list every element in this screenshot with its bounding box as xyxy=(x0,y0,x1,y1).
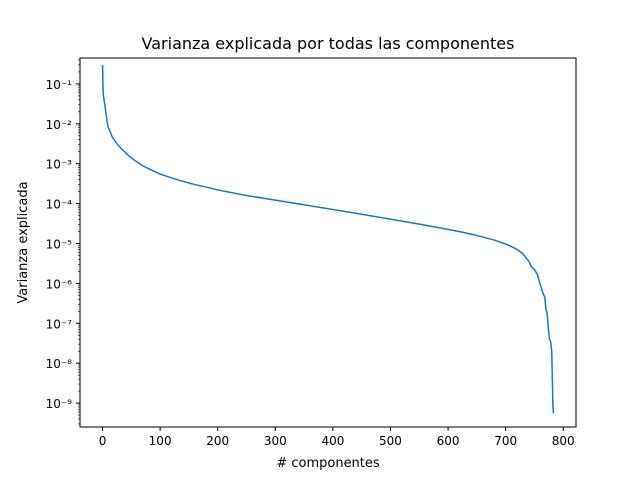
data-point xyxy=(102,64,103,65)
x-tick-label: 100 xyxy=(149,434,172,448)
data-point xyxy=(304,204,305,205)
data-point xyxy=(137,161,138,162)
data-point xyxy=(550,341,551,342)
data-point xyxy=(105,113,106,114)
data-point xyxy=(103,92,104,93)
data-point xyxy=(275,200,276,201)
data-point xyxy=(108,127,109,128)
chart-title: Varianza explicada por todas las compone… xyxy=(142,34,515,53)
x-tick-label: 200 xyxy=(206,434,229,448)
y-axis-label: Varianza explicada xyxy=(16,181,31,303)
data-point xyxy=(531,266,532,267)
data-point xyxy=(111,135,112,136)
data-point xyxy=(528,261,529,262)
x-tick-label: 600 xyxy=(437,434,460,448)
data-point xyxy=(104,104,105,105)
data-point xyxy=(548,327,549,328)
data-point xyxy=(505,243,506,244)
data-point xyxy=(482,236,483,237)
data-point xyxy=(142,165,143,166)
data-point xyxy=(390,219,391,220)
y-tick-label: 10⁻¹ xyxy=(46,78,73,92)
y-tick-label: 10⁻⁷ xyxy=(46,317,73,331)
series-line-variance xyxy=(101,64,555,414)
data-point xyxy=(194,184,195,185)
y-axis-ticks: 10⁻¹ 10⁻² 10⁻³ 10⁻⁴ 10⁻⁵ 10⁻⁶ 10⁻⁷ 10⁻⁸ 10⁻⁹ xyxy=(46,78,80,411)
data-point xyxy=(419,224,420,225)
data-point xyxy=(551,351,552,352)
data-point xyxy=(494,239,495,240)
y-axis-minor-ticks xyxy=(78,59,80,425)
x-axis-label: # componentes xyxy=(276,456,380,471)
data-point xyxy=(113,139,114,140)
data-point xyxy=(361,214,362,215)
data-point xyxy=(107,122,108,123)
data-point xyxy=(553,413,554,414)
data-point xyxy=(534,269,535,270)
y-tick-label: 10⁻⁸ xyxy=(46,357,73,371)
data-point xyxy=(517,249,518,250)
data-point xyxy=(511,246,512,247)
y-tick-label: 10⁻² xyxy=(46,118,73,132)
x-axis-ticks: 0 100 200 300 400 500 600 700 800 xyxy=(99,427,575,448)
data-points xyxy=(102,64,554,414)
data-point xyxy=(148,168,149,169)
x-tick-label: 300 xyxy=(264,434,287,448)
y-tick-label: 10⁻³ xyxy=(46,158,73,172)
data-point xyxy=(246,195,247,196)
data-point xyxy=(545,309,546,310)
x-tick-label: 0 xyxy=(99,434,107,448)
data-point xyxy=(131,157,132,158)
data-point xyxy=(447,229,448,230)
data-point xyxy=(544,297,545,298)
x-tick-label: 800 xyxy=(552,434,575,448)
data-point xyxy=(217,189,218,190)
data-point xyxy=(183,181,184,182)
data-point xyxy=(552,404,553,405)
y-tick-label: 10⁻⁵ xyxy=(46,237,73,251)
data-point xyxy=(171,177,172,178)
data-point xyxy=(471,234,472,235)
data-point xyxy=(119,147,120,148)
data-point xyxy=(459,231,460,232)
y-tick-label: 10⁻⁶ xyxy=(46,277,73,291)
data-point xyxy=(547,313,548,314)
y-tick-label: 10⁻⁹ xyxy=(46,397,73,411)
data-point xyxy=(160,173,161,174)
data-point xyxy=(122,149,123,150)
data-point xyxy=(332,209,333,210)
data-point xyxy=(540,284,541,285)
x-tick-label: 700 xyxy=(494,434,517,448)
data-point xyxy=(116,143,117,144)
plot-area-frame xyxy=(79,57,577,428)
data-point xyxy=(109,131,110,132)
y-tick-label: 10⁻⁴ xyxy=(46,198,73,212)
x-tick-label: 400 xyxy=(321,434,344,448)
data-point xyxy=(549,339,550,340)
data-point xyxy=(206,186,207,187)
x-tick-label: 500 xyxy=(379,434,402,448)
data-point xyxy=(537,274,538,275)
data-point xyxy=(103,97,104,98)
data-point xyxy=(128,155,129,156)
data-point xyxy=(522,253,523,254)
data-point xyxy=(125,152,126,153)
data-point xyxy=(542,293,543,294)
